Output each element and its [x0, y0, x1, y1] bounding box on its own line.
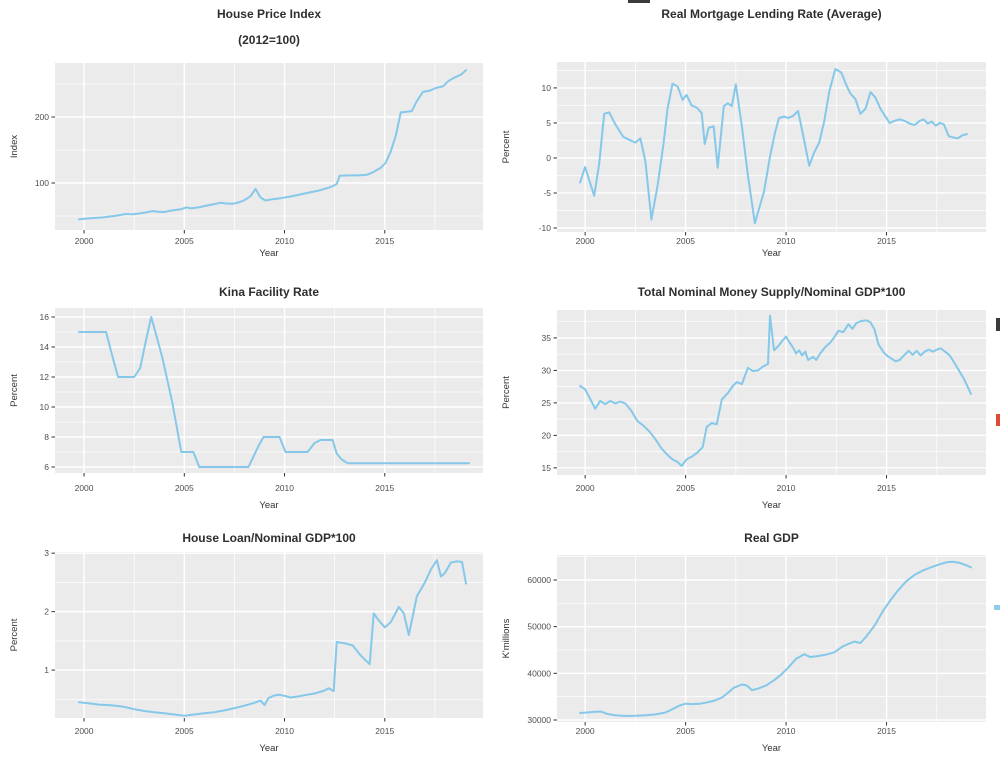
y-axis-label: K'millions: [501, 618, 512, 658]
chart-title: Kina Facility Rate: [219, 285, 319, 299]
clipped-glyph-right-blue: [994, 605, 1000, 610]
plot-panel: [55, 63, 483, 230]
x-axis-label: Year: [259, 500, 278, 511]
clipped-glyph-top-edge: [628, 0, 650, 3]
y-tick-label: 5: [546, 118, 551, 128]
x-tick-label: 2000: [576, 483, 595, 493]
x-tick-label: 2015: [877, 726, 896, 736]
x-axis-label: Year: [259, 248, 278, 259]
chart-title: House Price Index: [217, 7, 321, 21]
chart-svg-kina-facility-rate: 2000 2005 2010 2015 6 8 10 12 14 16 Kina Facility …: [9, 285, 483, 511]
x-tick-label: 2005: [676, 236, 695, 246]
plot-panel: [55, 552, 483, 718]
y-axis-label: Percent: [9, 374, 20, 407]
x-tick-label: 2015: [877, 236, 896, 246]
x-tick-label: 2000: [576, 726, 595, 736]
y-tick-label: 10: [40, 402, 50, 412]
y-axis-label: Percent: [501, 130, 512, 163]
x-tick-label: 2010: [275, 726, 294, 736]
chart-title: Total Nominal Money Supply/Nominal GDP*1…: [638, 285, 906, 299]
plot-panel: [557, 555, 986, 722]
y-tick-label: -10: [539, 223, 552, 233]
x-tick-label: 2005: [175, 236, 194, 246]
y-tick-label: 12: [40, 372, 50, 382]
x-axis-label: Year: [259, 743, 278, 754]
chart-svg-house-price-index: 2000 2005 2010 2015 100 200 House Price Index (…: [9, 7, 483, 259]
y-tick-label: 35: [542, 333, 552, 343]
chart-kina-facility-rate: 2000 2005 2010 2015 6 8 10 12 14 16 Kina Facility …: [0, 260, 500, 520]
chart-money-supply-gdp: 2000 2005 2010 2015 15 20 25 30 35 Total Nominal …: [500, 260, 1000, 520]
y-tick-label: 3: [44, 548, 49, 558]
y-tick-label: 8: [44, 432, 49, 442]
x-axis-label: Year: [762, 743, 781, 754]
y-axis-label: Percent: [501, 376, 512, 409]
y-tick-label: 30: [542, 365, 552, 375]
x-tick-label: 2010: [777, 483, 796, 493]
x-tick-label: 2010: [777, 236, 796, 246]
x-tick-label: 2010: [275, 236, 294, 246]
x-tick-label: 2015: [375, 726, 394, 736]
series-line: [579, 560, 972, 717]
x-tick-label: 2005: [676, 726, 695, 736]
chart-title: House Loan/Nominal GDP*100: [182, 531, 356, 545]
y-tick-label: 16: [40, 312, 50, 322]
chart-house-price-index: 2000 2005 2010 2015 100 200 House Price Index (…: [0, 0, 500, 260]
chart-svg-real-mortgage-lending-rate: 2000 2005 2010 2015 -10 -5 0 5 10 Real Mortgage L…: [501, 7, 986, 259]
series-line: [78, 69, 467, 221]
y-tick-label: 0: [546, 153, 551, 163]
x-axis-label: Year: [762, 500, 781, 511]
y-tick-label: 30000: [527, 715, 551, 725]
x-tick-label: 2000: [75, 483, 94, 493]
x-tick-label: 2005: [175, 483, 194, 493]
chart-svg-money-supply-gdp: 2000 2005 2010 2015 15 20 25 30 35 Total Nominal …: [501, 285, 986, 511]
y-tick-label: -5: [543, 188, 551, 198]
series-line: [579, 314, 972, 467]
y-tick-label: 2: [44, 607, 49, 617]
y-tick-label: 6: [44, 462, 49, 472]
x-tick-label: 2000: [576, 236, 595, 246]
y-tick-label: 20: [542, 430, 552, 440]
x-axis-label: Year: [762, 248, 781, 259]
series-line: [78, 559, 467, 717]
y-tick-label: 50000: [527, 622, 551, 632]
chart-title: Real Mortgage Lending Rate (Average): [661, 7, 881, 21]
clipped-glyph-right-dark: [996, 318, 1000, 331]
x-tick-label: 2015: [375, 236, 394, 246]
y-tick-label: 60000: [527, 575, 551, 585]
y-tick-label: 10: [542, 83, 552, 93]
chart-real-gdp: 2000 2005 2010 2015 30000 40000 50000 60000 Real…: [500, 520, 1000, 778]
y-axis-label: Index: [9, 135, 20, 158]
chart-title: (2012=100): [238, 33, 300, 47]
y-tick-label: 100: [35, 178, 49, 188]
chart-svg-house-loan-gdp: 2000 2005 2010 2015 1 2 3 House Loan/Nominal GD…: [9, 531, 483, 754]
y-tick-label: 15: [542, 463, 552, 473]
x-tick-label: 2010: [275, 483, 294, 493]
clipped-glyph-right-red: [996, 414, 1000, 426]
x-tick-label: 2015: [375, 483, 394, 493]
y-tick-label: 1: [44, 665, 49, 675]
chart-house-loan-gdp: 2000 2005 2010 2015 1 2 3 House Loan/Nominal GD…: [0, 520, 500, 778]
x-tick-label: 2000: [75, 236, 94, 246]
x-tick-label: 2000: [75, 726, 94, 736]
x-tick-label: 2010: [777, 726, 796, 736]
y-tick-label: 14: [40, 342, 50, 352]
chart-svg-real-gdp: 2000 2005 2010 2015 30000 40000 50000 60000 Real…: [501, 531, 986, 754]
x-tick-label: 2005: [676, 483, 695, 493]
y-tick-label: 40000: [527, 668, 551, 678]
x-tick-label: 2005: [175, 726, 194, 736]
y-tick-label: 200: [35, 112, 49, 122]
y-axis-label: Percent: [9, 618, 20, 651]
series-line: [78, 316, 470, 468]
series-line: [579, 68, 968, 225]
plot-panel: [55, 308, 483, 473]
x-tick-label: 2015: [877, 483, 896, 493]
chart-title: Real GDP: [744, 531, 799, 545]
y-tick-label: 25: [542, 398, 552, 408]
chart-real-mortgage-lending-rate: 2000 2005 2010 2015 -10 -5 0 5 10 Real Mortgage L…: [500, 0, 1000, 260]
